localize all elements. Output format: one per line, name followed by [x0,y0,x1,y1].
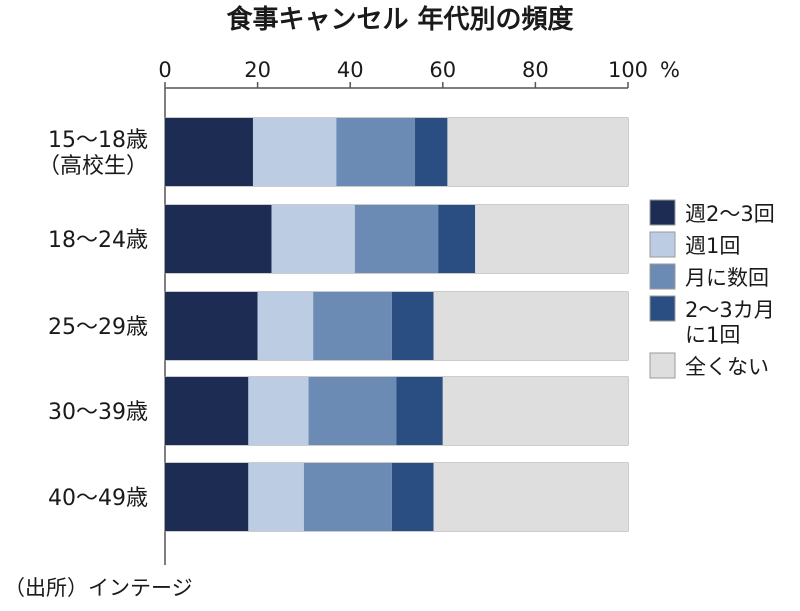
bar-segment [303,463,392,531]
category-label: 30～39歳 [48,400,148,425]
category-label: 15～18歳 [48,128,148,153]
x-tick-label: 40 [337,58,364,82]
legend-label: 週2～3回 [685,202,775,226]
legend-swatch [649,231,676,258]
legend-swatch [649,295,676,322]
bar-segment [248,377,309,445]
bar-segment [438,205,476,273]
legend-swatch [649,263,676,290]
bar-segment [165,118,253,186]
bar-segment [308,377,397,445]
legend-label: 全くない [685,355,769,379]
bar-segment [271,205,355,273]
x-tick-label: 0 [158,58,171,82]
category-label: 40～49歳 [48,486,148,511]
bar-segment [257,292,314,360]
bar-segment [165,292,258,360]
legend-swatch [649,199,676,226]
x-tick-label: 20 [244,58,271,82]
bar-segment [336,118,416,186]
bar-segment [433,463,628,531]
x-tick-label: 100 [608,58,648,82]
x-axis-unit: % [660,58,680,82]
bar-segment [415,118,448,186]
bar-segment [396,377,443,445]
bar-segment [313,292,392,360]
bar-segment [447,118,628,186]
bar-segment [252,118,337,186]
bar-segment [391,463,434,531]
bar-segment [354,205,439,273]
legend-label: 2～3カ月 [685,298,775,322]
source-note: （出所）インテージ [4,576,193,600]
x-tick-label: 80 [522,58,549,82]
bars-group: 15～18歳（高校生） 18～24歳 25～29歳 30～39歳 40～49歳 [38,117,629,532]
bar-segment [442,377,628,445]
chart-title: 食事キャンセル 年代別の頻度 [226,4,573,35]
legend-label: 週1回 [685,234,740,258]
category-label: 25～29歳 [48,315,148,340]
bar-segment [475,205,628,273]
bar-segment [165,205,272,273]
bar-segment [165,463,249,531]
bar-segment [433,292,628,360]
legend-label: 月に数回 [685,266,769,290]
bar-segment [165,377,249,445]
legend-swatch [649,352,676,379]
x-tick-label: 60 [429,58,456,82]
category-label: 18～24歳 [48,228,148,253]
bar-segment [391,292,434,360]
legend-label: に1回 [685,323,740,347]
bar-segment [248,463,304,531]
category-label: （高校生） [38,154,148,179]
